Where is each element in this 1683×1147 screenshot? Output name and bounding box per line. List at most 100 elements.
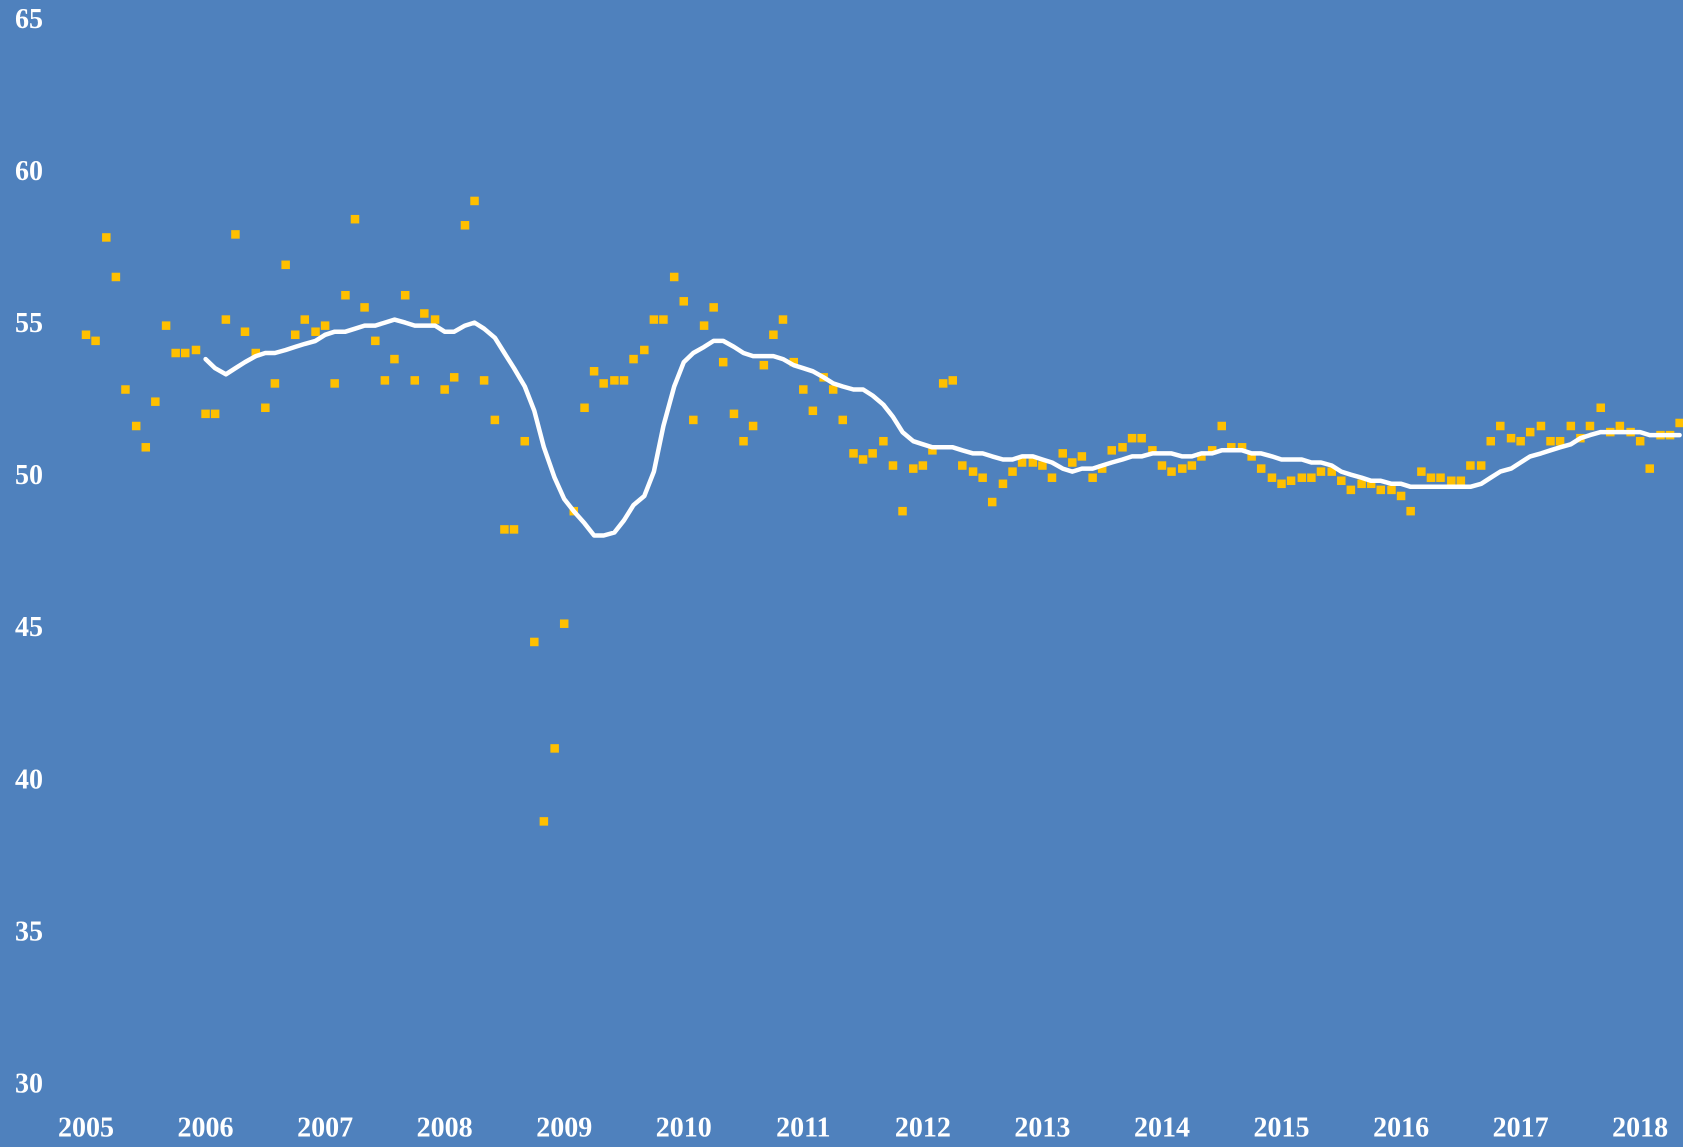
point [360,303,369,312]
point [520,436,530,446]
point [1077,452,1087,461]
point [460,221,470,230]
point [1496,421,1505,431]
point [1426,473,1436,482]
point [240,327,250,336]
point [330,379,339,388]
point [1088,473,1097,482]
y-tick-label: 35 [15,916,43,947]
point [1157,461,1167,470]
point [659,315,668,324]
point [1217,421,1226,431]
point [909,464,918,473]
point [998,479,1008,489]
point [1506,433,1516,443]
point [1167,467,1176,476]
point [1097,464,1107,473]
point [1028,458,1038,467]
point [91,336,100,346]
x-tick-label: 2006 [178,1112,234,1143]
point [849,449,858,458]
point [718,357,728,367]
point [958,461,967,470]
point [1107,446,1117,455]
point [938,379,948,388]
point [868,449,877,458]
point [559,619,569,628]
point [500,525,509,534]
point [430,315,440,324]
point [748,421,758,431]
x-tick-label: 2017 [1493,1112,1549,1143]
point [1536,421,1546,431]
x-tick-label: 2008 [417,1112,473,1143]
point [580,403,589,413]
point [1525,427,1535,437]
point [1187,461,1197,470]
point [420,309,429,318]
point [1197,452,1206,461]
y-tick-label: 55 [15,308,43,339]
point [1316,467,1326,476]
point [1017,458,1027,467]
x-tick-label: 2018 [1612,1112,1668,1143]
point [799,385,808,394]
point [479,376,489,385]
point [1178,464,1187,473]
point [350,214,360,224]
point [311,327,320,336]
point [1516,436,1525,446]
point [210,409,220,419]
point [739,436,748,446]
point [161,321,171,330]
y-tick-label: 40 [15,764,43,795]
point [1297,473,1307,482]
x-tick-label: 2014 [1134,1112,1190,1143]
point [1256,464,1266,473]
point [1366,479,1376,489]
point [769,330,778,340]
point [221,315,231,324]
trend-line [203,317,1682,538]
point [1645,464,1654,473]
point [81,330,91,340]
point [171,348,180,358]
point [689,415,698,425]
point [151,397,160,406]
point [1247,452,1256,461]
point [968,467,978,476]
point [231,230,240,239]
point [270,379,280,388]
point [838,415,848,425]
point [251,348,261,358]
point [1038,461,1047,470]
y-tick-label: 30 [15,1068,43,1099]
point [539,817,549,826]
point [131,421,141,431]
point [699,321,709,330]
point [928,446,937,455]
point [619,376,629,385]
point [1118,443,1127,452]
point [1436,473,1445,482]
point [918,461,928,470]
point [1486,436,1495,446]
point [1327,467,1336,476]
point [1417,467,1426,476]
point [948,376,958,385]
point [759,360,769,370]
point [1566,421,1576,431]
point [281,260,290,270]
point [669,272,679,282]
point [1346,485,1356,495]
point [201,409,210,419]
point [1207,446,1217,455]
point [640,345,649,355]
point [589,367,599,376]
point [888,461,898,470]
point [1058,449,1067,458]
point [341,290,350,300]
point [380,376,390,385]
point [858,455,868,464]
